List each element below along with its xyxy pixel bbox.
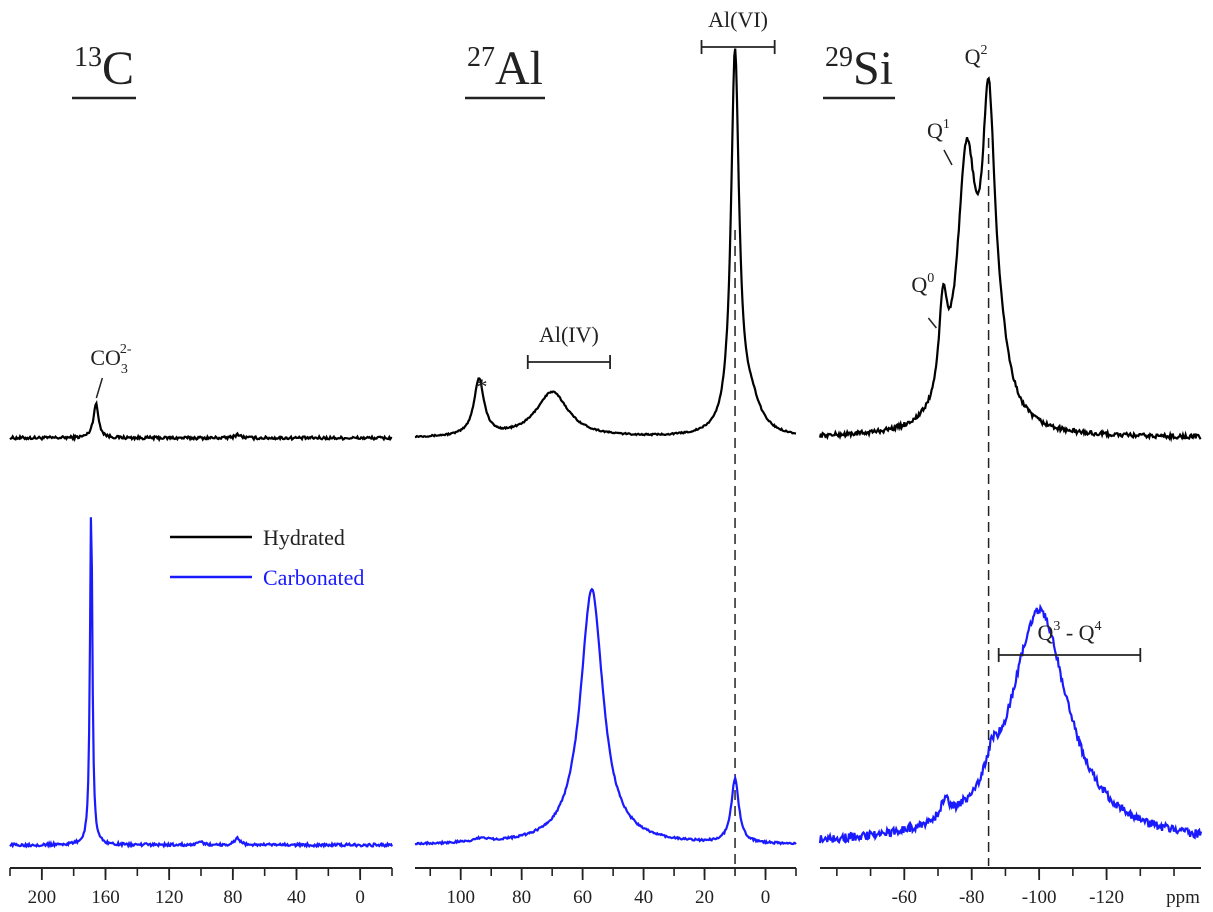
axes-layer: 200 160 120 80 40 0 100 80 60 40 20 0 -60 -80 -100 -120… xyxy=(9,867,1201,908)
x-tick-label: 160 xyxy=(91,887,120,908)
annotation-spinning-sideband: * xyxy=(477,374,488,399)
x-tick-label: 40 xyxy=(287,887,306,908)
spectra-layer xyxy=(9,48,1203,849)
x-tick-label: -120 xyxy=(1089,887,1124,908)
annotation-q2: Q2 xyxy=(965,43,988,69)
spectrum-al-carbonated xyxy=(414,587,797,847)
grid-layer xyxy=(734,138,990,866)
annotation-carbonate: CO32- xyxy=(90,342,132,377)
x-tick-label: 200 xyxy=(28,887,57,908)
annotation-leader xyxy=(927,317,937,329)
panel-title-si: 29Si xyxy=(825,42,893,95)
annotation-q1: Q1 xyxy=(927,117,950,143)
annotation-al-vi: Al(VI) xyxy=(708,7,768,32)
panel-title-al: 27Al xyxy=(467,42,543,95)
spectrum-al-hydrated xyxy=(414,48,797,439)
annotation-al-iv: Al(IV) xyxy=(539,322,599,347)
x-tick-label: -60 xyxy=(892,887,917,908)
x-tick-label: 80 xyxy=(223,887,242,908)
annotation-leader xyxy=(95,377,104,399)
annotation-q3-q4: Q3 - Q4 xyxy=(1037,619,1101,645)
labels-layer: 13C 27Al 29Si CO32- * Al(IV) Al(VI) Q0 Q1 Q2 Q3 - … xyxy=(72,7,1142,662)
legend-label-hydrated: Hydrated xyxy=(263,525,345,550)
x-tick-label: 40 xyxy=(634,887,653,908)
x-tick-label: 0 xyxy=(355,887,365,908)
legend: Hydrated Carbonated xyxy=(170,525,364,590)
x-tick-label: 120 xyxy=(155,887,184,908)
x-tick-label: 60 xyxy=(573,887,592,908)
spectrum-si-hydrated xyxy=(818,76,1202,443)
x-axis-unit-label: ppm xyxy=(1166,887,1200,908)
legend-label-carbonated: Carbonated xyxy=(263,565,364,590)
x-tick-label: 0 xyxy=(761,887,771,908)
x-tick-label: -80 xyxy=(959,887,984,908)
annotation-q0: Q0 xyxy=(911,271,934,297)
x-tick-label: -100 xyxy=(1022,887,1057,908)
spectrum-c-carbonated xyxy=(9,517,394,849)
x-tick-label: 100 xyxy=(446,887,475,908)
x-tick-label: 20 xyxy=(695,887,714,908)
annotation-leader xyxy=(943,149,953,166)
spectrum-si-carbonated xyxy=(818,603,1203,845)
panel-title-c: 13C xyxy=(74,42,134,95)
x-tick-label: 80 xyxy=(512,887,531,908)
spectrum-c-hydrated xyxy=(9,399,393,443)
